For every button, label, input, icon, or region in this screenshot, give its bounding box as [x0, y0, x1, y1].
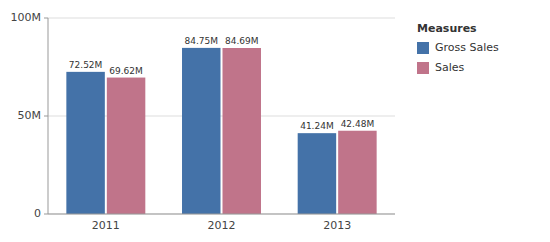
y-axis: 0 50M 100M	[11, 11, 49, 220]
grid-line	[48, 214, 395, 215]
legend-title: Measures	[417, 22, 477, 35]
x-tick-label: 2012	[208, 219, 236, 232]
bar	[298, 133, 336, 214]
y-tick-label: 50M	[18, 109, 42, 122]
legend-swatch	[417, 42, 429, 54]
data-label: 72.52M	[69, 60, 103, 70]
chart: 0 50M 100M 72.52M 84.75M 41.24M 69.62M 84.69M 42…	[0, 0, 550, 242]
x-tick-label: 2013	[323, 219, 351, 232]
grid-line	[48, 18, 395, 19]
y-tick-label: 100M	[11, 11, 42, 24]
legend-label: Sales	[435, 61, 465, 74]
data-label: 41.24M	[300, 121, 334, 131]
legend: Measures Gross Sales Sales	[417, 22, 499, 74]
data-labels: 72.52M 84.75M 41.24M 69.62M 84.69M 42.48M	[69, 36, 374, 131]
y-tick	[44, 18, 48, 19]
legend-label: Gross Sales	[435, 41, 499, 54]
bars	[66, 48, 376, 214]
y-tick	[44, 116, 48, 117]
data-label: 84.69M	[225, 36, 259, 46]
y-tick-label: 0	[34, 207, 41, 220]
legend-swatch	[417, 62, 429, 74]
data-label: 69.62M	[109, 66, 143, 76]
bar	[66, 72, 104, 214]
y-tick	[44, 214, 48, 215]
x-tick-label: 2011	[92, 219, 120, 232]
x-axis-line	[48, 214, 395, 215]
x-axis: 2011 2012 2013	[48, 214, 395, 232]
grid	[48, 18, 395, 214]
bar	[338, 131, 376, 214]
y-axis-line	[48, 18, 49, 214]
bar	[223, 48, 261, 214]
bar	[182, 48, 220, 214]
data-label: 84.75M	[184, 36, 218, 46]
bar	[107, 78, 145, 214]
data-label: 42.48M	[341, 119, 375, 129]
